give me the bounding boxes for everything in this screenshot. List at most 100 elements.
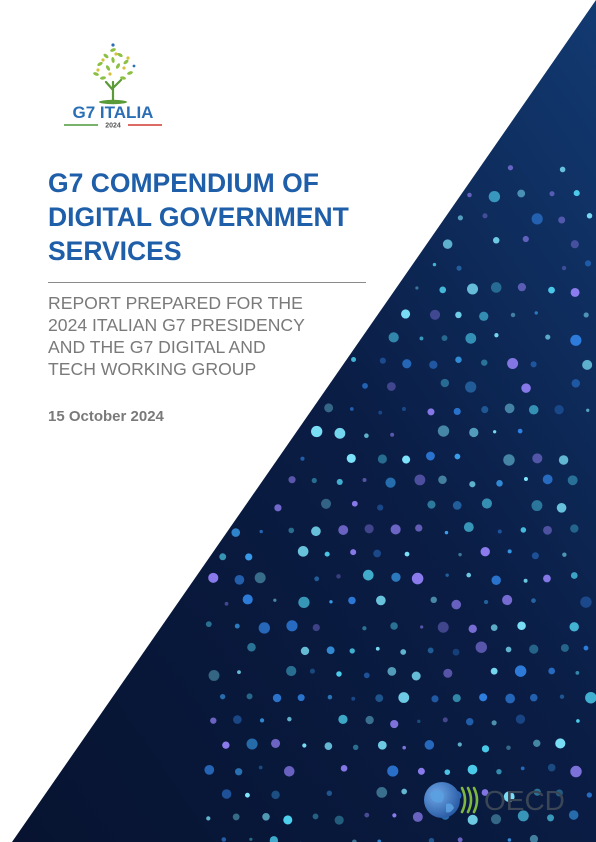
band-dot [314, 576, 320, 582]
band-dot [363, 672, 370, 679]
band-dot [379, 357, 386, 364]
subtitle-line: REPORT PREPARED FOR THE [48, 293, 303, 313]
band-dot [411, 671, 421, 681]
band-dot [569, 622, 579, 632]
band-dot [233, 715, 242, 724]
band-dot [377, 740, 387, 750]
band-dot [411, 572, 424, 585]
band-dot [340, 765, 348, 772]
band-dot [426, 451, 435, 461]
band-dot [523, 477, 528, 482]
band-dot [584, 260, 592, 267]
band-dot [445, 573, 449, 577]
band-dot [523, 578, 528, 583]
band-dot [351, 357, 357, 363]
band-dot [467, 283, 479, 295]
band-dot [391, 572, 401, 582]
band-dot [530, 361, 537, 368]
band-dot [402, 745, 406, 750]
band-dot [570, 334, 582, 346]
band-dot [417, 767, 425, 775]
band-dot [377, 504, 384, 511]
band-dot [533, 739, 541, 747]
band-dot [517, 621, 526, 631]
band-dot [545, 334, 551, 340]
band-dot [431, 695, 439, 703]
band-dot [555, 789, 563, 797]
band-dot [430, 596, 437, 604]
band-dot [377, 454, 387, 464]
band-dot [311, 425, 323, 438]
band-dot [441, 335, 448, 342]
band-dot [457, 837, 463, 842]
band-dot [452, 501, 462, 510]
band-dot [549, 191, 555, 197]
band-dot [497, 529, 502, 534]
band-dot [488, 190, 501, 203]
report-date: 15 October 2024 [48, 408, 164, 425]
band-dot [350, 549, 357, 556]
band-dot [234, 623, 240, 629]
band-dot [452, 648, 460, 656]
band-dot [475, 641, 488, 653]
band-dot [286, 620, 298, 632]
band-dot [558, 216, 566, 224]
band-dot [362, 477, 367, 482]
band-dot [219, 693, 226, 700]
band-dot [561, 265, 567, 271]
band-dot [522, 235, 529, 243]
band-dot [465, 381, 477, 393]
band-dot [387, 765, 399, 777]
band-dot [531, 552, 539, 560]
band-dot [375, 646, 380, 651]
band-dot [514, 665, 527, 677]
band-dot [479, 311, 489, 321]
band-dot [520, 766, 525, 771]
title-divider [48, 282, 366, 283]
band-dot [362, 626, 367, 631]
band-dot [490, 624, 498, 631]
band-dot [455, 311, 462, 319]
band-dot [467, 192, 472, 198]
band-dot [401, 788, 408, 795]
band-dot [454, 453, 461, 460]
band-dot [206, 816, 211, 821]
band-dot [427, 647, 434, 654]
band-dot [402, 455, 411, 464]
publisher-name: OECD [484, 785, 565, 816]
band-dot [468, 624, 477, 634]
band-dot [364, 524, 374, 534]
band-dot [283, 815, 293, 825]
band-dot [269, 836, 279, 842]
band-dot [297, 694, 305, 702]
band-dot [502, 594, 513, 606]
band-dot [427, 408, 435, 416]
band-dot [547, 763, 556, 772]
subtitle-line: TECH WORKING GROUP [48, 359, 257, 379]
band-dot [560, 643, 569, 652]
band-dot [453, 407, 461, 415]
band-dot [348, 596, 356, 605]
band-dot [586, 213, 593, 219]
band-dot [507, 838, 512, 842]
band-dot [580, 596, 592, 608]
band-dot [534, 311, 538, 315]
band-dot [247, 642, 256, 652]
band-dot [390, 524, 401, 535]
band-dot [351, 696, 356, 701]
band-dot [556, 503, 567, 513]
band-dot [531, 598, 536, 603]
band-dot [517, 283, 527, 292]
band-dot [496, 768, 502, 775]
band-dot [324, 551, 330, 557]
band-dot [346, 453, 356, 463]
band-dot [482, 213, 488, 219]
band-dot [481, 789, 489, 796]
band-dot [258, 622, 270, 634]
band-dot [467, 764, 478, 775]
band-dot [531, 500, 543, 512]
band-dot [585, 691, 596, 704]
band-dot [562, 552, 567, 557]
band-dot [531, 213, 543, 225]
band-dot [444, 530, 449, 535]
